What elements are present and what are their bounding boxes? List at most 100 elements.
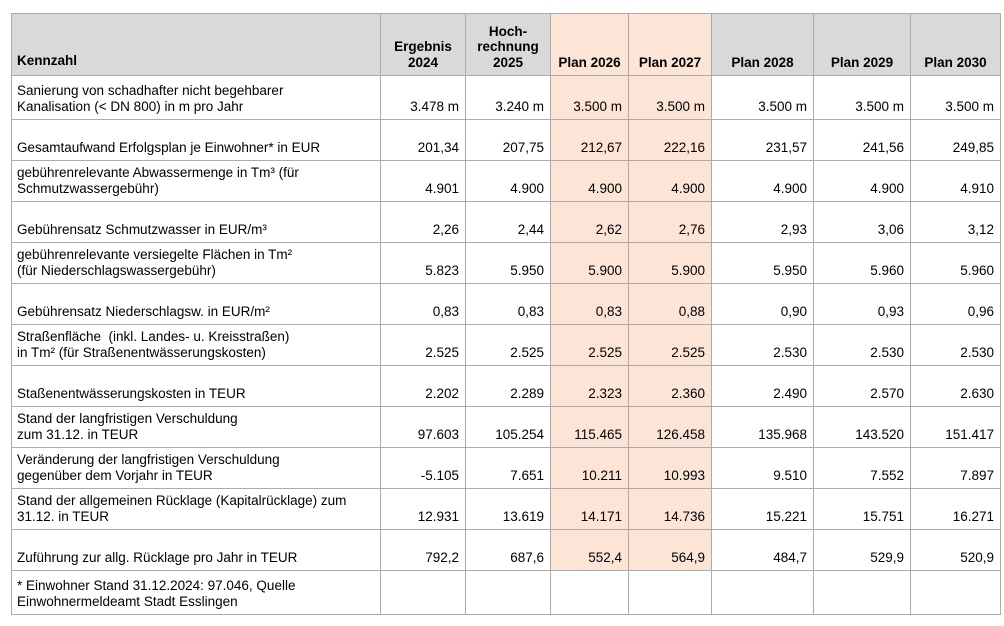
year-column-header: Plan 2027	[628, 13, 712, 76]
cell-value: 2.630	[910, 365, 1001, 407]
table-row: Stand der langfristigen Verschuldung zum…	[11, 406, 1001, 448]
cell-value: 0,83	[380, 283, 466, 325]
cell-value: 16.271	[910, 488, 1001, 530]
cell-value: 4.900	[465, 160, 551, 202]
table-row: Veränderung der langfristigen Verschuldu…	[11, 447, 1001, 489]
kennzahl-table: Kennzahl Ergebnis 2024 Hoch- rechnung 202…	[11, 13, 1001, 615]
row-label: gebührenrelevante versiegelte Flächen in…	[11, 242, 381, 284]
cell-value: 687,6	[465, 529, 551, 571]
cell-value: 14.171	[550, 488, 629, 530]
cell-value: 5.960	[813, 242, 911, 284]
cell-value: 14.736	[628, 488, 712, 530]
cell-value: 484,7	[711, 529, 814, 571]
empty-cell	[813, 570, 911, 615]
cell-value: 201,34	[380, 119, 466, 161]
row-label: Straßenfläche (inkl. Landes- u. Kreisstr…	[11, 324, 381, 366]
cell-value: 2.525	[380, 324, 466, 366]
empty-cell	[550, 570, 629, 615]
cell-value: 564,9	[628, 529, 712, 571]
cell-value: 3.500 m	[628, 75, 712, 120]
cell-value: 231,57	[711, 119, 814, 161]
table-row: Gebührensatz Niederschlagsw. in EUR/m² 0,…	[11, 283, 1001, 325]
cell-value: 4.900	[711, 160, 814, 202]
row-label: Gebührensatz Niederschlagsw. in EUR/m²	[11, 283, 381, 325]
cell-value: 0,83	[465, 283, 551, 325]
cell-value: -5.105	[380, 447, 466, 489]
cell-value: 5.900	[550, 242, 629, 284]
cell-value: 212,67	[550, 119, 629, 161]
cell-value: 2.530	[813, 324, 911, 366]
footnote: * Einwohner Stand 31.12.2024: 97.046, Qu…	[11, 570, 381, 615]
cell-value: 0,96	[910, 283, 1001, 325]
cell-value: 4.900	[550, 160, 629, 202]
cell-value: 5.960	[910, 242, 1001, 284]
kennzahl-column-header: Kennzahl	[11, 13, 381, 76]
table-row: Staßenentwässerungskosten in TEUR 2.202 2.…	[11, 365, 1001, 407]
cell-value: 3.500 m	[813, 75, 911, 120]
cell-value: 5.950	[711, 242, 814, 284]
cell-value: 143.520	[813, 406, 911, 448]
year-column-header: Ergebnis 2024	[380, 13, 466, 76]
table-row: gebührenrelevante Abwassermenge in Tm³ (…	[11, 160, 1001, 202]
cell-value: 4.900	[628, 160, 712, 202]
cell-value: 105.254	[465, 406, 551, 448]
cell-value: 222,16	[628, 119, 712, 161]
row-label: Stand der allgemeinen Rücklage (Kapitalr…	[11, 488, 381, 530]
cell-value: 2,62	[550, 201, 629, 243]
cell-value: 2.570	[813, 365, 911, 407]
cell-value: 5.950	[465, 242, 551, 284]
cell-value: 552,4	[550, 529, 629, 571]
row-label: Veränderung der langfristigen Verschuldu…	[11, 447, 381, 489]
cell-value: 3.500 m	[550, 75, 629, 120]
cell-value: 4.900	[813, 160, 911, 202]
cell-value: 0,93	[813, 283, 911, 325]
cell-value: 15.221	[711, 488, 814, 530]
year-column-header: Plan 2030	[910, 13, 1001, 76]
cell-value: 126.458	[628, 406, 712, 448]
cell-value: 3,12	[910, 201, 1001, 243]
cell-value: 2.360	[628, 365, 712, 407]
table-row: Zuführung zur allg. Rücklage pro Jahr in…	[11, 529, 1001, 571]
row-label: Stand der langfristigen Verschuldung zum…	[11, 406, 381, 448]
cell-value: 2.289	[465, 365, 551, 407]
cell-value: 7.651	[465, 447, 551, 489]
year-column-header: Hoch- rechnung 2025	[465, 13, 551, 76]
table-header-row: Kennzahl Ergebnis 2024 Hoch- rechnung 202…	[11, 13, 1001, 76]
cell-value: 151.417	[910, 406, 1001, 448]
empty-cell	[711, 570, 814, 615]
footnote-row: * Einwohner Stand 31.12.2024: 97.046, Qu…	[11, 570, 1001, 615]
cell-value: 2.525	[550, 324, 629, 366]
cell-value: 2.323	[550, 365, 629, 407]
year-column-header: Plan 2026	[550, 13, 629, 76]
cell-value: 5.823	[380, 242, 466, 284]
row-label: Staßenentwässerungskosten in TEUR	[11, 365, 381, 407]
cell-value: 13.619	[465, 488, 551, 530]
cell-value: 2.530	[910, 324, 1001, 366]
cell-value: 2.490	[711, 365, 814, 407]
cell-value: 0,83	[550, 283, 629, 325]
table-row: Sanierung von schadhafter nicht begehbar…	[11, 75, 1001, 120]
row-label: Gebührensatz Schmutzwasser in EUR/m³	[11, 201, 381, 243]
empty-cell	[380, 570, 466, 615]
cell-value: 7.552	[813, 447, 911, 489]
empty-cell	[628, 570, 712, 615]
row-label: Zuführung zur allg. Rücklage pro Jahr in…	[11, 529, 381, 571]
cell-value: 3.478 m	[380, 75, 466, 120]
cell-value: 2,44	[465, 201, 551, 243]
cell-value: 2.525	[465, 324, 551, 366]
cell-value: 4.910	[910, 160, 1001, 202]
cell-value: 10.993	[628, 447, 712, 489]
row-label: gebührenrelevante Abwassermenge in Tm³ (…	[11, 160, 381, 202]
cell-value: 2,26	[380, 201, 466, 243]
cell-value: 3.240 m	[465, 75, 551, 120]
cell-value: 3.500 m	[711, 75, 814, 120]
cell-value: 15.751	[813, 488, 911, 530]
cell-value: 2,76	[628, 201, 712, 243]
cell-value: 5.900	[628, 242, 712, 284]
cell-value: 0,88	[628, 283, 712, 325]
cell-value: 241,56	[813, 119, 911, 161]
cell-value: 9.510	[711, 447, 814, 489]
table-body: Sanierung von schadhafter nicht begehbar…	[11, 75, 1001, 571]
cell-value: 97.603	[380, 406, 466, 448]
